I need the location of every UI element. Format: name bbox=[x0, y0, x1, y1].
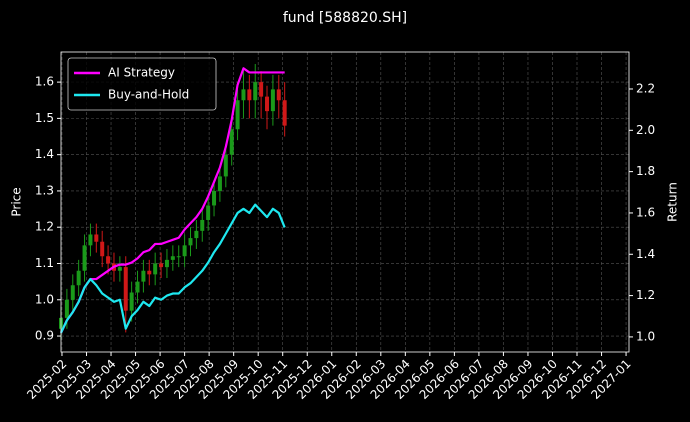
y-tick-label: 1.0 bbox=[35, 292, 54, 306]
candle-body bbox=[276, 89, 281, 101]
candle-body bbox=[170, 256, 175, 260]
candle-body bbox=[235, 100, 240, 130]
candle-body bbox=[76, 270, 81, 286]
y2-tick-label: 1.4 bbox=[636, 247, 655, 261]
y-tick-label: 1.6 bbox=[35, 75, 54, 89]
candle-body bbox=[129, 292, 134, 311]
y-tick-label: 1.5 bbox=[35, 111, 54, 125]
candle-body bbox=[88, 234, 93, 246]
y2-tick-label: 1.6 bbox=[636, 205, 655, 219]
candle-body bbox=[153, 263, 158, 275]
candle-body bbox=[123, 267, 128, 311]
y2-tick-label: 2.0 bbox=[636, 123, 655, 137]
candle-body bbox=[212, 190, 217, 206]
legend-label: Buy-and-Hold bbox=[108, 88, 189, 102]
y-tick-label: 1.2 bbox=[35, 220, 54, 234]
candle-body bbox=[194, 230, 199, 239]
candle-body bbox=[229, 129, 234, 155]
y2-tick-label: 1.8 bbox=[636, 164, 655, 178]
candle-body bbox=[188, 238, 193, 246]
y-tick-label: 1.4 bbox=[35, 147, 54, 161]
candle-body bbox=[282, 100, 287, 126]
candle-body bbox=[182, 245, 187, 257]
candle-body bbox=[147, 270, 152, 275]
chart-title: fund [588820.SH] bbox=[283, 10, 407, 26]
candle-body bbox=[117, 267, 122, 271]
candle-body bbox=[82, 245, 87, 271]
candle-body bbox=[253, 82, 258, 101]
candle-body bbox=[223, 154, 228, 177]
y2-tick-label: 1.0 bbox=[636, 329, 655, 343]
y-tick-label: 0.9 bbox=[35, 329, 54, 343]
y-axis-label: Price bbox=[10, 187, 24, 216]
y2-tick-label: 2.2 bbox=[636, 81, 655, 95]
y-tick-label: 1.3 bbox=[35, 183, 54, 197]
legend-box bbox=[67, 57, 217, 111]
candle-body bbox=[159, 263, 164, 268]
y2-tick-label: 1.2 bbox=[636, 288, 655, 302]
candle-body bbox=[64, 299, 69, 318]
candle-body bbox=[94, 234, 99, 242]
candle-body bbox=[247, 89, 252, 101]
candle-body bbox=[206, 205, 211, 220]
candle-body bbox=[106, 256, 111, 264]
candle-body bbox=[217, 176, 222, 191]
series-line bbox=[60, 203, 286, 334]
candle-body bbox=[200, 219, 205, 231]
candle-body bbox=[270, 89, 275, 112]
candle-body bbox=[164, 259, 169, 268]
candle-body bbox=[135, 281, 140, 293]
y2-axis-label: Return bbox=[666, 182, 680, 222]
candle-body bbox=[265, 96, 270, 112]
plot-frame bbox=[60, 51, 630, 353]
candle-body bbox=[141, 270, 146, 282]
candle-body bbox=[259, 82, 264, 97]
series-line bbox=[60, 67, 285, 334]
candle-body bbox=[176, 256, 181, 258]
candle-body bbox=[241, 89, 246, 101]
candle-body bbox=[100, 241, 105, 257]
candle-body bbox=[70, 285, 75, 300]
y-tick-label: 1.1 bbox=[35, 256, 54, 270]
legend-label: AI Strategy bbox=[108, 66, 175, 80]
